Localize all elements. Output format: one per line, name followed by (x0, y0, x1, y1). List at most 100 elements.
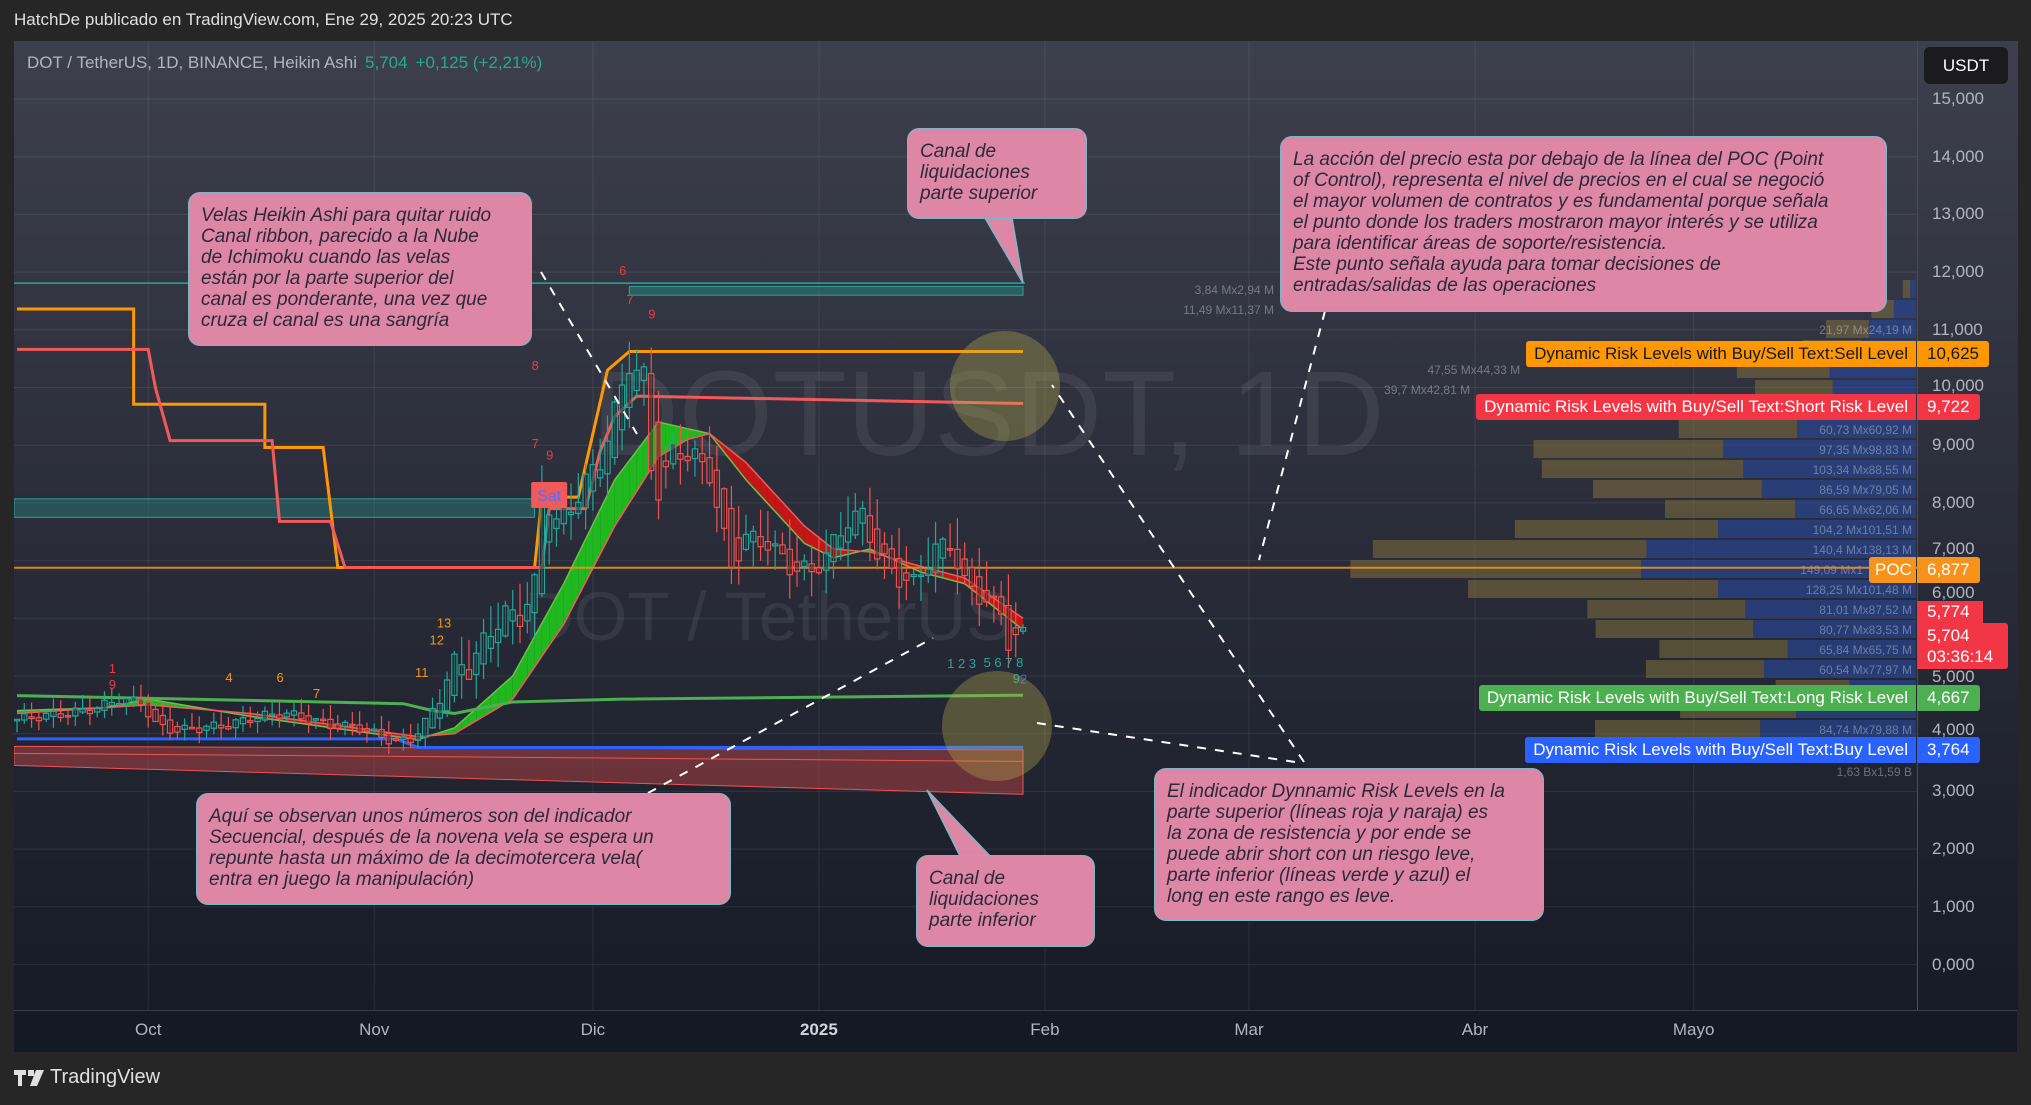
arrow-poc (1258, 310, 1326, 561)
sequential-number: 2 (1020, 671, 1027, 686)
candle-body (750, 530, 757, 543)
ribbon-segment (498, 682, 506, 708)
profile-row-label: 11,49 Mx11,37 M (1183, 303, 1274, 317)
pointer-liq-bottom (926, 789, 992, 857)
candle-body (298, 712, 305, 720)
profile-bar-sell (1893, 300, 1916, 318)
note-risk-levels[interactable]: El indicador Dynnamic Risk Levels en la … (1154, 768, 1544, 921)
profile-row-label: 39,7 Mx42,81 M (1384, 383, 1470, 397)
time-tick-label: Feb (1030, 1020, 1060, 1039)
risk-level-value: 4,667 (1917, 685, 1980, 712)
candle-body (305, 715, 312, 725)
candle-body (443, 679, 451, 712)
profile-bar-sell (1760, 720, 1916, 738)
profile-bar-buy (1595, 620, 1754, 638)
profile-row-label: 140,4 Mx138,13 M (1813, 543, 1912, 557)
profile-row-label: 66,65 Mx62,06 M (1819, 503, 1912, 517)
signal-label-text: Sat (537, 488, 562, 505)
candle-body (392, 738, 400, 742)
candle-body (407, 737, 414, 744)
note-poc[interactable]: La acción del precio esta por debajo de … (1280, 136, 1887, 312)
profile-row-label: 3,84 Mx2,94 M (1195, 283, 1274, 297)
profile-bar-sell (1832, 380, 1916, 398)
currency-button[interactable]: USDT (1924, 47, 2008, 84)
candle-body (429, 707, 436, 729)
profile-row-label: 47,55 Mx44,33 M (1427, 363, 1520, 377)
candle-body (604, 440, 611, 475)
tradingview-footer[interactable]: TradingView (14, 1066, 160, 1089)
profile-bar-buy (1372, 540, 1647, 558)
bar-countdown: 03:36:14 (1927, 647, 1994, 666)
profile-bar-sell (1763, 660, 1916, 678)
watermark-sub: DOT / TetherUS (524, 578, 1012, 655)
sequential-number: 9 (1013, 671, 1020, 686)
candle-body (567, 511, 575, 516)
price-tick-label: 12,000 (1932, 262, 1984, 282)
candle-body (174, 725, 181, 733)
candle-body (130, 696, 137, 702)
candle-body (976, 576, 983, 605)
sequential-number: 6 (276, 670, 283, 685)
profile-row-label: 104,2 Mx101,51 M (1813, 523, 1912, 537)
candle-body (575, 501, 582, 515)
candle-body (341, 721, 349, 727)
note-heikin-ashi[interactable]: Velas Heikin Ashi para quitar ruido Cana… (188, 192, 532, 346)
candle-body (852, 510, 859, 536)
candle-body (57, 713, 64, 719)
ribbon-segment (636, 441, 644, 492)
profile-row-label: 21,97 Mx24,19 M (1819, 323, 1912, 337)
candle-body (137, 698, 145, 706)
candle-body (786, 548, 793, 576)
profile-bar-buy (1587, 600, 1746, 618)
sequential-number: 6 (619, 263, 626, 278)
time-tick-label: Abr (1461, 1020, 1489, 1039)
ribbon-segment (1001, 603, 1009, 619)
ribbon-segment (993, 598, 1002, 613)
risk-level-value: 10,625 (1917, 341, 1989, 368)
candle-body (677, 453, 684, 460)
candle-body (516, 614, 524, 627)
candle-body (232, 719, 239, 729)
price-tick-label: 11,000 (1932, 319, 1983, 339)
profile-bar-sell (1787, 640, 1916, 658)
ribbon-segment (687, 428, 695, 440)
note-secuencial[interactable]: Aquí se observan unos números son del in… (196, 793, 731, 905)
price-axis[interactable] (1917, 41, 2018, 1010)
time-tick-label: Mayo (1672, 1020, 1715, 1039)
candle-body (771, 543, 779, 547)
profile-bar-sell (1868, 320, 1916, 338)
note-liquidation-bottom[interactable]: Canal de liquidaciones parte inferior (916, 855, 1095, 947)
candle-body (465, 669, 473, 680)
note-liquidation-top[interactable]: Canal de liquidaciones parte superior (907, 128, 1087, 219)
candle-body (582, 473, 589, 509)
candle-body (779, 544, 786, 555)
candle-body (954, 548, 961, 570)
profile-row-label: 65,84 Mx65,75 M (1819, 643, 1912, 657)
candle-body (531, 574, 538, 614)
profile-row-label: 97,35 Mx98,83 M (1819, 443, 1912, 457)
candle-body (618, 384, 626, 431)
arrow-risk-bottom (1029, 721, 1296, 763)
candle-body (874, 528, 881, 560)
candle-body (903, 572, 910, 581)
symbol-legend[interactable]: DOT / TetherUS, 1D, BINANCE, Heikin Ashi… (27, 53, 542, 73)
ribbon-segment (724, 445, 732, 462)
candle-body (385, 732, 392, 745)
time-axis[interactable] (14, 1010, 2017, 1052)
candle-body (990, 595, 998, 599)
sequential-number: 9 (109, 677, 116, 692)
price-tick-label: 10,000 (1932, 375, 1984, 395)
candle-body (181, 724, 188, 730)
candle-body (196, 727, 203, 734)
price-tick-label: 1,000 (1932, 896, 1975, 916)
candle-body (669, 442, 677, 465)
candle-body (961, 558, 968, 577)
candle-body (436, 702, 444, 719)
poc-tag: POC (1869, 557, 1916, 583)
candle-body (101, 699, 108, 711)
price-tick-label: 3,000 (1932, 781, 1975, 801)
sequential-number: 1 2 3 (947, 656, 976, 671)
dashed-arrows (540, 271, 1326, 794)
arrow-secuencial (647, 637, 934, 794)
